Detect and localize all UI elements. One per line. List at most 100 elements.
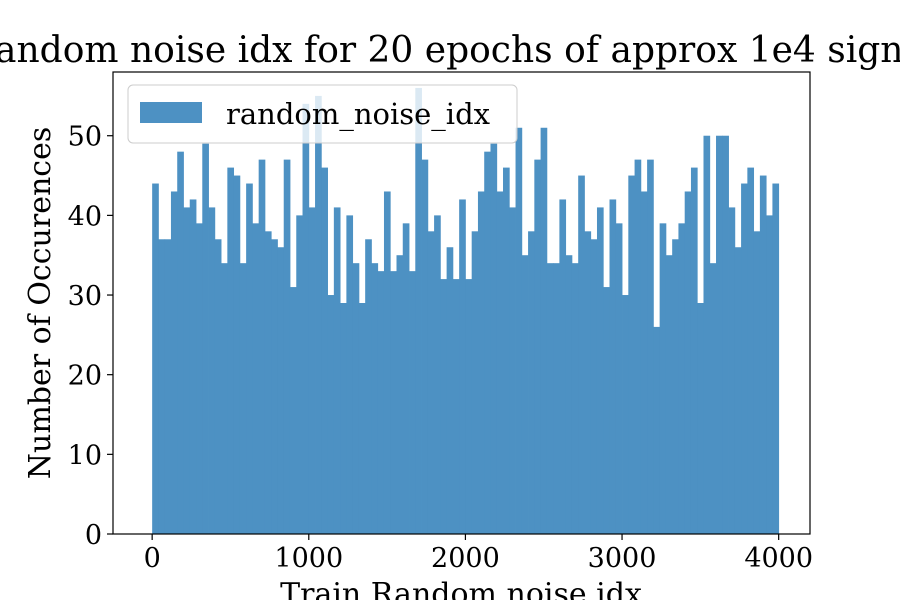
histogram-bar [446,247,454,535]
histogram-bar [565,255,573,534]
x-tick-label: 0 [144,543,161,574]
histogram-bar [515,127,523,534]
histogram-bar [434,215,441,534]
y-tick-label: 10 [68,440,102,471]
histogram-bar [703,135,711,534]
histogram-bar [484,151,491,534]
histogram-bar [258,159,266,534]
histogram-bar [327,295,335,534]
histogram-bar [383,191,391,535]
legend-label-random-noise-idx: random_noise_idx [226,97,490,132]
histogram-bar [196,223,203,534]
histogram-bar [596,207,604,534]
y-tick-label: 50 [68,122,102,153]
histogram-bar [221,263,228,534]
histogram-bar [452,279,460,534]
histogram-bar [603,287,610,534]
histogram-bar [690,167,698,534]
histogram-bar [208,207,216,534]
histogram-bar [747,167,755,534]
histogram-bar [546,263,554,534]
histogram-bar [528,231,535,534]
histogram-bar [559,199,567,534]
histogram-bar [252,223,260,534]
y-tick-label: 0 [85,520,102,551]
histogram-bar [315,95,322,535]
histogram-bar [716,135,723,534]
histogram-bar [352,263,360,534]
histogram-bar [340,303,347,534]
histogram-bar [271,239,278,534]
histogram-bar [415,87,422,535]
x-axis-label: Train Random noise idx [280,577,642,600]
histogram-bar [615,223,623,534]
histogram-bar [665,255,673,534]
histogram-bar [409,271,416,534]
histogram-bar [459,199,466,534]
histogram-bar [158,239,166,534]
histogram-bar [358,303,366,534]
histogram-bar [628,175,635,535]
plot-area-frame [112,71,811,535]
histogram-bar [590,239,598,534]
histogram-bar [427,231,435,534]
histogram-bar [164,239,172,534]
histogram-bar [734,247,742,535]
histogram-bar [609,199,617,534]
histogram-bar [709,263,717,534]
histogram-bar [152,183,159,534]
histogram-bar [264,231,272,534]
histogram-bar [465,279,473,534]
histogram-bar [365,239,372,534]
legend: random_noise_idx [127,84,518,144]
histogram-bar [390,271,397,534]
histogram-bar [321,167,328,534]
histogram-bar [578,175,585,535]
histogram-bar [227,167,235,534]
histogram-bar [308,207,316,534]
y-axis-ticks: 0 10 20 30 40 50 [68,122,113,551]
histogram-bar [759,175,767,535]
histogram-bar [440,279,448,534]
histogram-bar [421,159,429,534]
histogram-bar [490,143,498,534]
histogram-bar [189,199,197,534]
histogram-bar [503,167,510,534]
chart-title: Random noise idx for 20 epochs of approx… [0,30,900,71]
histogram-bar [634,159,642,534]
histogram-bar [277,247,285,535]
histogram-bar [396,255,404,534]
histogram-bar [283,159,291,534]
x-axis-ticks: 0 1000 2000 3000 4000 [144,534,813,574]
histogram-bar [477,191,485,535]
histogram-bar [333,207,341,534]
histogram-bar [202,143,209,534]
histogram-bar [402,223,410,534]
histogram-bar [289,287,297,534]
histogram-bar [678,223,686,534]
y-tick-label: 40 [68,201,102,232]
histogram-bar [753,231,761,534]
y-axis-label: Number of Occurences [23,127,58,479]
histogram-bar [672,239,679,534]
histogram-bar [246,183,253,534]
histogram-bars [152,87,780,535]
histogram-bar [772,183,780,534]
histogram-bar [684,191,692,535]
histogram-bar [170,191,178,535]
histogram-bar [584,231,592,534]
histogram-bar [741,183,748,534]
x-tick-label: 2000 [431,543,500,574]
x-tick-label: 4000 [744,543,813,574]
histogram-bar [346,215,354,534]
histogram-bar [177,151,184,534]
histogram-bar [371,263,379,534]
histogram-bar [622,295,629,534]
histogram-bar [640,191,648,535]
histogram-bar [540,127,548,534]
histogram-bar [653,326,661,534]
legend-swatch-random-noise-idx [140,102,202,123]
histogram-bar [659,223,667,534]
histogram-bar [571,263,579,534]
